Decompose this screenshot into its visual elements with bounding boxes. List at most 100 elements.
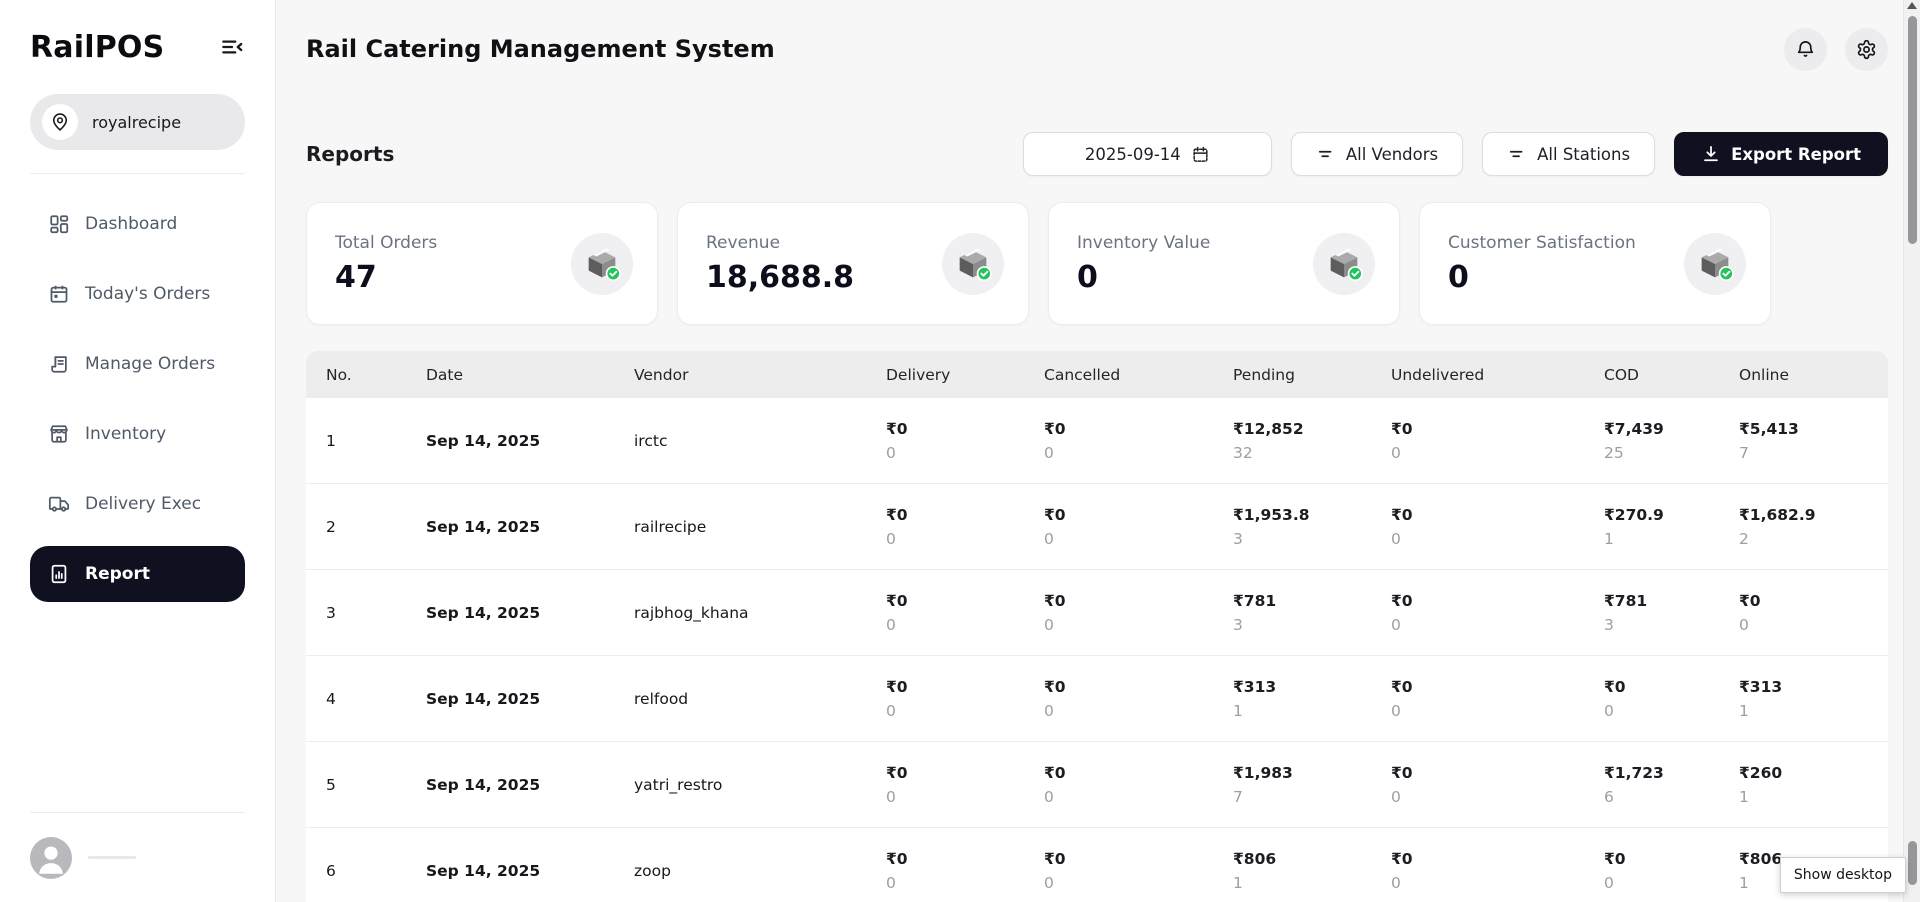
- download-icon: [1701, 144, 1721, 164]
- table-row[interactable]: 4 Sep 14, 2025 relfood ₹0 0 ₹0 0 ₹313 1 …: [306, 656, 1888, 742]
- table-header: No. Date Vendor Delivery Cancelled Pendi…: [306, 351, 1888, 398]
- cancelled-amount: ₹0: [1044, 678, 1213, 696]
- online-amount: ₹260: [1739, 764, 1888, 782]
- cancelled-amount: ₹0: [1044, 850, 1213, 868]
- scrollbar[interactable]: [1903, 0, 1920, 902]
- username-placeholder: [88, 856, 136, 859]
- table-row[interactable]: 5 Sep 14, 2025 yatri_restro ₹0 0 ₹0 0 ₹1…: [306, 742, 1888, 828]
- avatar[interactable]: [30, 837, 72, 879]
- pending-amount: ₹313: [1233, 678, 1371, 696]
- cod-amount: ₹270.9: [1604, 506, 1719, 524]
- scroll-up-arrow-icon[interactable]: [1907, 2, 1917, 9]
- table-row[interactable]: 1 Sep 14, 2025 irctc ₹0 0 ₹0 0 ₹12,852 3…: [306, 398, 1888, 484]
- vendor-badge-label: royalrecipe: [92, 113, 181, 132]
- filter-icon: [1316, 144, 1336, 164]
- sidebar-item-delivery-exec[interactable]: Delivery Exec: [30, 476, 245, 532]
- cell-vendor: irctc: [614, 432, 866, 450]
- cell-cancelled: ₹0 0: [1024, 420, 1213, 462]
- notifications-button[interactable]: [1784, 28, 1827, 71]
- cell-pending: ₹1,983 7: [1213, 764, 1371, 806]
- scrollbar-thumb-lower[interactable]: [1908, 841, 1917, 885]
- delivery-amount: ₹0: [886, 420, 1024, 438]
- pending-amount: ₹806: [1233, 850, 1371, 868]
- date-picker[interactable]: 2025-09-14: [1023, 132, 1272, 176]
- filter-icon: [1507, 144, 1527, 164]
- cell-no: 2: [306, 518, 406, 536]
- cod-amount: ₹1,723: [1604, 764, 1719, 782]
- sidebar-item-todays-orders[interactable]: Today's Orders: [30, 266, 245, 322]
- online-amount: ₹0: [1739, 592, 1888, 610]
- sidebar: RailPOS royalrecipe: [0, 0, 276, 902]
- delivery-count: 0: [886, 788, 1024, 806]
- cell-cod: ₹781 3: [1584, 592, 1719, 634]
- location-pin-icon: [42, 104, 78, 140]
- table-row[interactable]: 6 Sep 14, 2025 zoop ₹0 0 ₹0 0 ₹806 1 ₹0 …: [306, 828, 1888, 902]
- settings-button[interactable]: [1845, 28, 1888, 71]
- pending-count: 32: [1233, 444, 1371, 462]
- receipt-icon: [48, 353, 70, 375]
- cell-cod: ₹1,723 6: [1584, 764, 1719, 806]
- undelivered-count: 0: [1391, 444, 1584, 462]
- sidebar-divider: [30, 173, 245, 174]
- sidebar-nav: Dashboard Today's Orders: [30, 196, 245, 602]
- cell-date: Sep 14, 2025: [406, 432, 614, 450]
- cell-vendor: yatri_restro: [614, 776, 866, 794]
- stat-card-inventory-value: Inventory Value 0: [1048, 202, 1400, 325]
- package-check-icon: [571, 233, 633, 295]
- undelivered-count: 0: [1391, 874, 1584, 892]
- export-report-button[interactable]: Export Report: [1674, 132, 1888, 176]
- table-body: 1 Sep 14, 2025 irctc ₹0 0 ₹0 0 ₹12,852 3…: [306, 398, 1888, 902]
- cancelled-count: 0: [1044, 788, 1213, 806]
- online-count: 1: [1739, 702, 1888, 720]
- pending-count: 7: [1233, 788, 1371, 806]
- reports-table: No. Date Vendor Delivery Cancelled Pendi…: [306, 351, 1888, 902]
- cell-undelivered: ₹0 0: [1371, 764, 1584, 806]
- export-report-label: Export Report: [1731, 145, 1861, 164]
- column-header-cod: COD: [1584, 366, 1719, 384]
- column-header-no: No.: [306, 366, 406, 384]
- cell-pending: ₹781 3: [1213, 592, 1371, 634]
- table-row[interactable]: 3 Sep 14, 2025 rajbhog_khana ₹0 0 ₹0 0 ₹…: [306, 570, 1888, 656]
- vendor-badge[interactable]: royalrecipe: [30, 94, 245, 150]
- sidebar-collapse-button[interactable]: [219, 34, 245, 60]
- delivery-count: 0: [886, 444, 1024, 462]
- pending-count: 1: [1233, 702, 1371, 720]
- column-header-delivery: Delivery: [866, 366, 1024, 384]
- package-check-icon: [1313, 233, 1375, 295]
- sidebar-item-manage-orders[interactable]: Manage Orders: [30, 336, 245, 392]
- scrollbar-thumb[interactable]: [1908, 16, 1917, 244]
- online-count: 0: [1739, 616, 1888, 634]
- cod-count: 25: [1604, 444, 1719, 462]
- delivery-amount: ₹0: [886, 506, 1024, 524]
- sidebar-item-report[interactable]: Report: [30, 546, 245, 602]
- online-count: 1: [1739, 788, 1888, 806]
- cancelled-amount: ₹0: [1044, 420, 1213, 438]
- cell-cancelled: ₹0 0: [1024, 506, 1213, 548]
- reports-heading: Reports: [306, 142, 394, 166]
- sidebar-item-dashboard[interactable]: Dashboard: [30, 196, 245, 252]
- online-amount: ₹313: [1739, 678, 1888, 696]
- pending-amount: ₹1,953.8: [1233, 506, 1371, 524]
- undelivered-count: 0: [1391, 530, 1584, 548]
- cell-pending: ₹806 1: [1213, 850, 1371, 892]
- sidebar-item-inventory[interactable]: Inventory: [30, 406, 245, 462]
- sidebar-item-label: Report: [85, 564, 150, 584]
- column-header-undelivered: Undelivered: [1371, 366, 1584, 384]
- file-chart-icon: [48, 563, 70, 585]
- station-filter-label: All Stations: [1537, 145, 1630, 164]
- cell-no: 3: [306, 604, 406, 622]
- undelivered-amount: ₹0: [1391, 678, 1584, 696]
- main-content: Rail Catering Management System: [276, 0, 1920, 902]
- sidebar-item-label: Inventory: [85, 424, 166, 444]
- station-filter-button[interactable]: All Stations: [1482, 132, 1655, 176]
- stat-card-revenue: Revenue 18,688.8: [677, 202, 1029, 325]
- pending-amount: ₹781: [1233, 592, 1371, 610]
- undelivered-amount: ₹0: [1391, 592, 1584, 610]
- vendor-filter-button[interactable]: All Vendors: [1291, 132, 1463, 176]
- cod-count: 0: [1604, 702, 1719, 720]
- cell-cod: ₹0 0: [1584, 678, 1719, 720]
- cell-cancelled: ₹0 0: [1024, 764, 1213, 806]
- stat-card-total-orders: Total Orders 47: [306, 202, 658, 325]
- undelivered-amount: ₹0: [1391, 764, 1584, 782]
- table-row[interactable]: 2 Sep 14, 2025 railrecipe ₹0 0 ₹0 0 ₹1,9…: [306, 484, 1888, 570]
